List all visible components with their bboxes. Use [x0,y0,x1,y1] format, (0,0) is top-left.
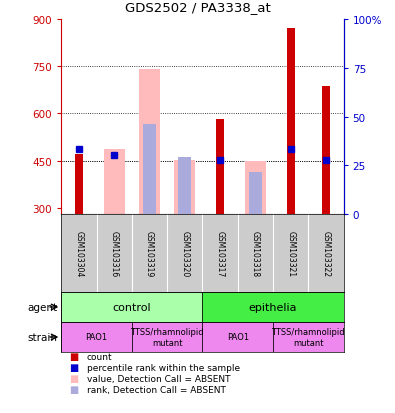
Text: ■: ■ [69,362,78,373]
Bar [202,322,273,352]
Text: GSM103319: GSM103319 [145,230,154,276]
Text: value, Detection Call = ABSENT: value, Detection Call = ABSENT [87,374,230,383]
Text: ■: ■ [69,385,78,394]
Bar [202,292,344,322]
Bar [75,155,83,214]
Text: GSM103316: GSM103316 [110,230,118,276]
Text: epithelia: epithelia [249,302,297,312]
Text: PAO1: PAO1 [227,333,249,342]
Bar [139,70,160,214]
Text: GSM103320: GSM103320 [180,230,189,276]
Bar [245,161,266,214]
Bar [287,29,295,214]
Text: GDS2502 / PA3338_at: GDS2502 / PA3338_at [125,2,270,14]
Bar [103,150,125,214]
Text: TTSS/rhamnolipid
mutant: TTSS/rhamnolipid mutant [130,328,204,347]
Bar [61,292,202,322]
Bar [61,322,132,352]
Bar [178,157,192,214]
Bar [273,322,344,352]
Text: count: count [87,352,113,361]
Text: TTSS/rhamnolipid
mutant: TTSS/rhamnolipid mutant [271,328,345,347]
Text: GSM103321: GSM103321 [286,230,295,276]
Text: rank, Detection Call = ABSENT: rank, Detection Call = ABSENT [87,385,226,394]
Text: GSM103304: GSM103304 [74,230,83,277]
Text: agent: agent [27,302,57,312]
Text: control: control [113,302,151,312]
Text: GSM103318: GSM103318 [251,230,260,276]
Text: PAO1: PAO1 [85,333,107,342]
Text: GSM103322: GSM103322 [322,230,331,276]
Bar [174,160,196,214]
Bar [216,119,224,214]
Bar [132,322,202,352]
Bar [143,125,156,214]
Text: percentile rank within the sample: percentile rank within the sample [87,363,240,372]
Text: strain: strain [27,332,57,342]
Bar [322,86,330,214]
Text: ■: ■ [69,373,78,383]
Text: GSM103317: GSM103317 [216,230,225,276]
Bar [249,172,262,214]
Text: ■: ■ [69,351,78,361]
